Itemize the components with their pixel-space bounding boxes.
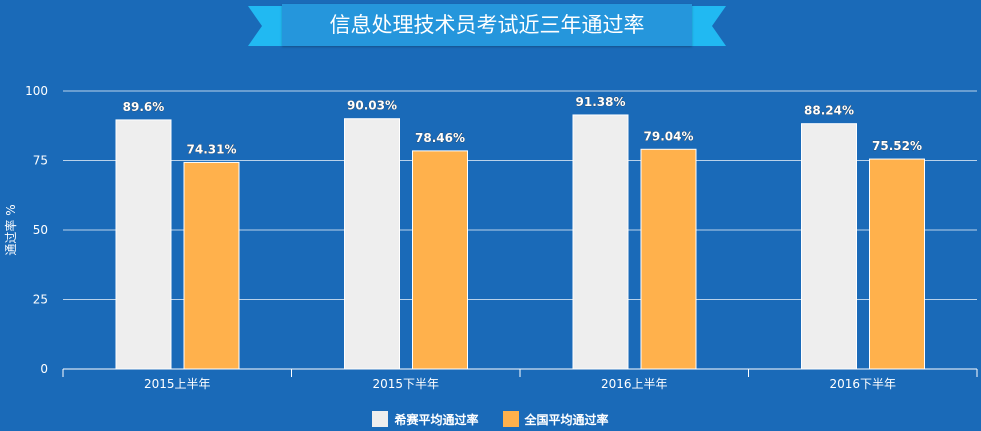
ribbon-left-icon xyxy=(248,6,284,46)
data-label: 89.6% xyxy=(123,100,165,114)
legend-item-series-1[interactable]: 希赛平均通过率 xyxy=(372,409,479,429)
data-label: 91.38% xyxy=(576,95,626,109)
data-label: 75.52% xyxy=(872,139,922,153)
bar-series-2 xyxy=(640,148,697,370)
legend-label-series-2: 全国平均通过率 xyxy=(524,412,609,427)
y-tick-label: 0 xyxy=(40,362,48,376)
bar-series-1 xyxy=(572,114,629,370)
x-tick-label: 2015上半年 xyxy=(144,377,211,391)
bar-series-1 xyxy=(115,119,172,370)
data-label: 74.31% xyxy=(187,142,237,156)
y-axis-title: 通过率 % xyxy=(3,204,18,255)
legend: 希赛平均通过率 全国平均通过率 xyxy=(0,409,981,429)
x-tick-label: 2015下半年 xyxy=(372,377,439,391)
legend-item-series-2[interactable]: 全国平均通过率 xyxy=(502,409,609,429)
ribbon-right-icon xyxy=(690,6,726,46)
legend-label-series-1: 希赛平均通过率 xyxy=(394,412,479,427)
x-tick-label: 2016下半年 xyxy=(829,377,896,391)
y-tick-label: 25 xyxy=(33,293,48,307)
title-banner: 信息处理技术员考试近三年通过率 xyxy=(248,2,726,50)
bar-series-2 xyxy=(183,161,240,370)
data-label: 79.04% xyxy=(644,129,694,143)
data-label: 78.46% xyxy=(415,131,465,145)
legend-swatch-series-2 xyxy=(502,411,519,427)
bar-series-1 xyxy=(801,123,857,370)
y-tick-label: 100 xyxy=(25,84,48,98)
chart-title: 信息处理技术员考试近三年通过率 xyxy=(282,4,692,46)
y-tick-label: 75 xyxy=(33,154,48,168)
bar-series-1 xyxy=(344,118,400,370)
data-label: 88.24% xyxy=(804,104,854,118)
bar-series-2 xyxy=(869,158,925,370)
y-tick-label: 50 xyxy=(33,223,48,237)
data-label: 90.03% xyxy=(347,99,397,113)
legend-swatch-series-1 xyxy=(372,411,389,427)
bar-series-2 xyxy=(412,150,468,370)
x-tick-label: 2016上半年 xyxy=(601,377,668,391)
